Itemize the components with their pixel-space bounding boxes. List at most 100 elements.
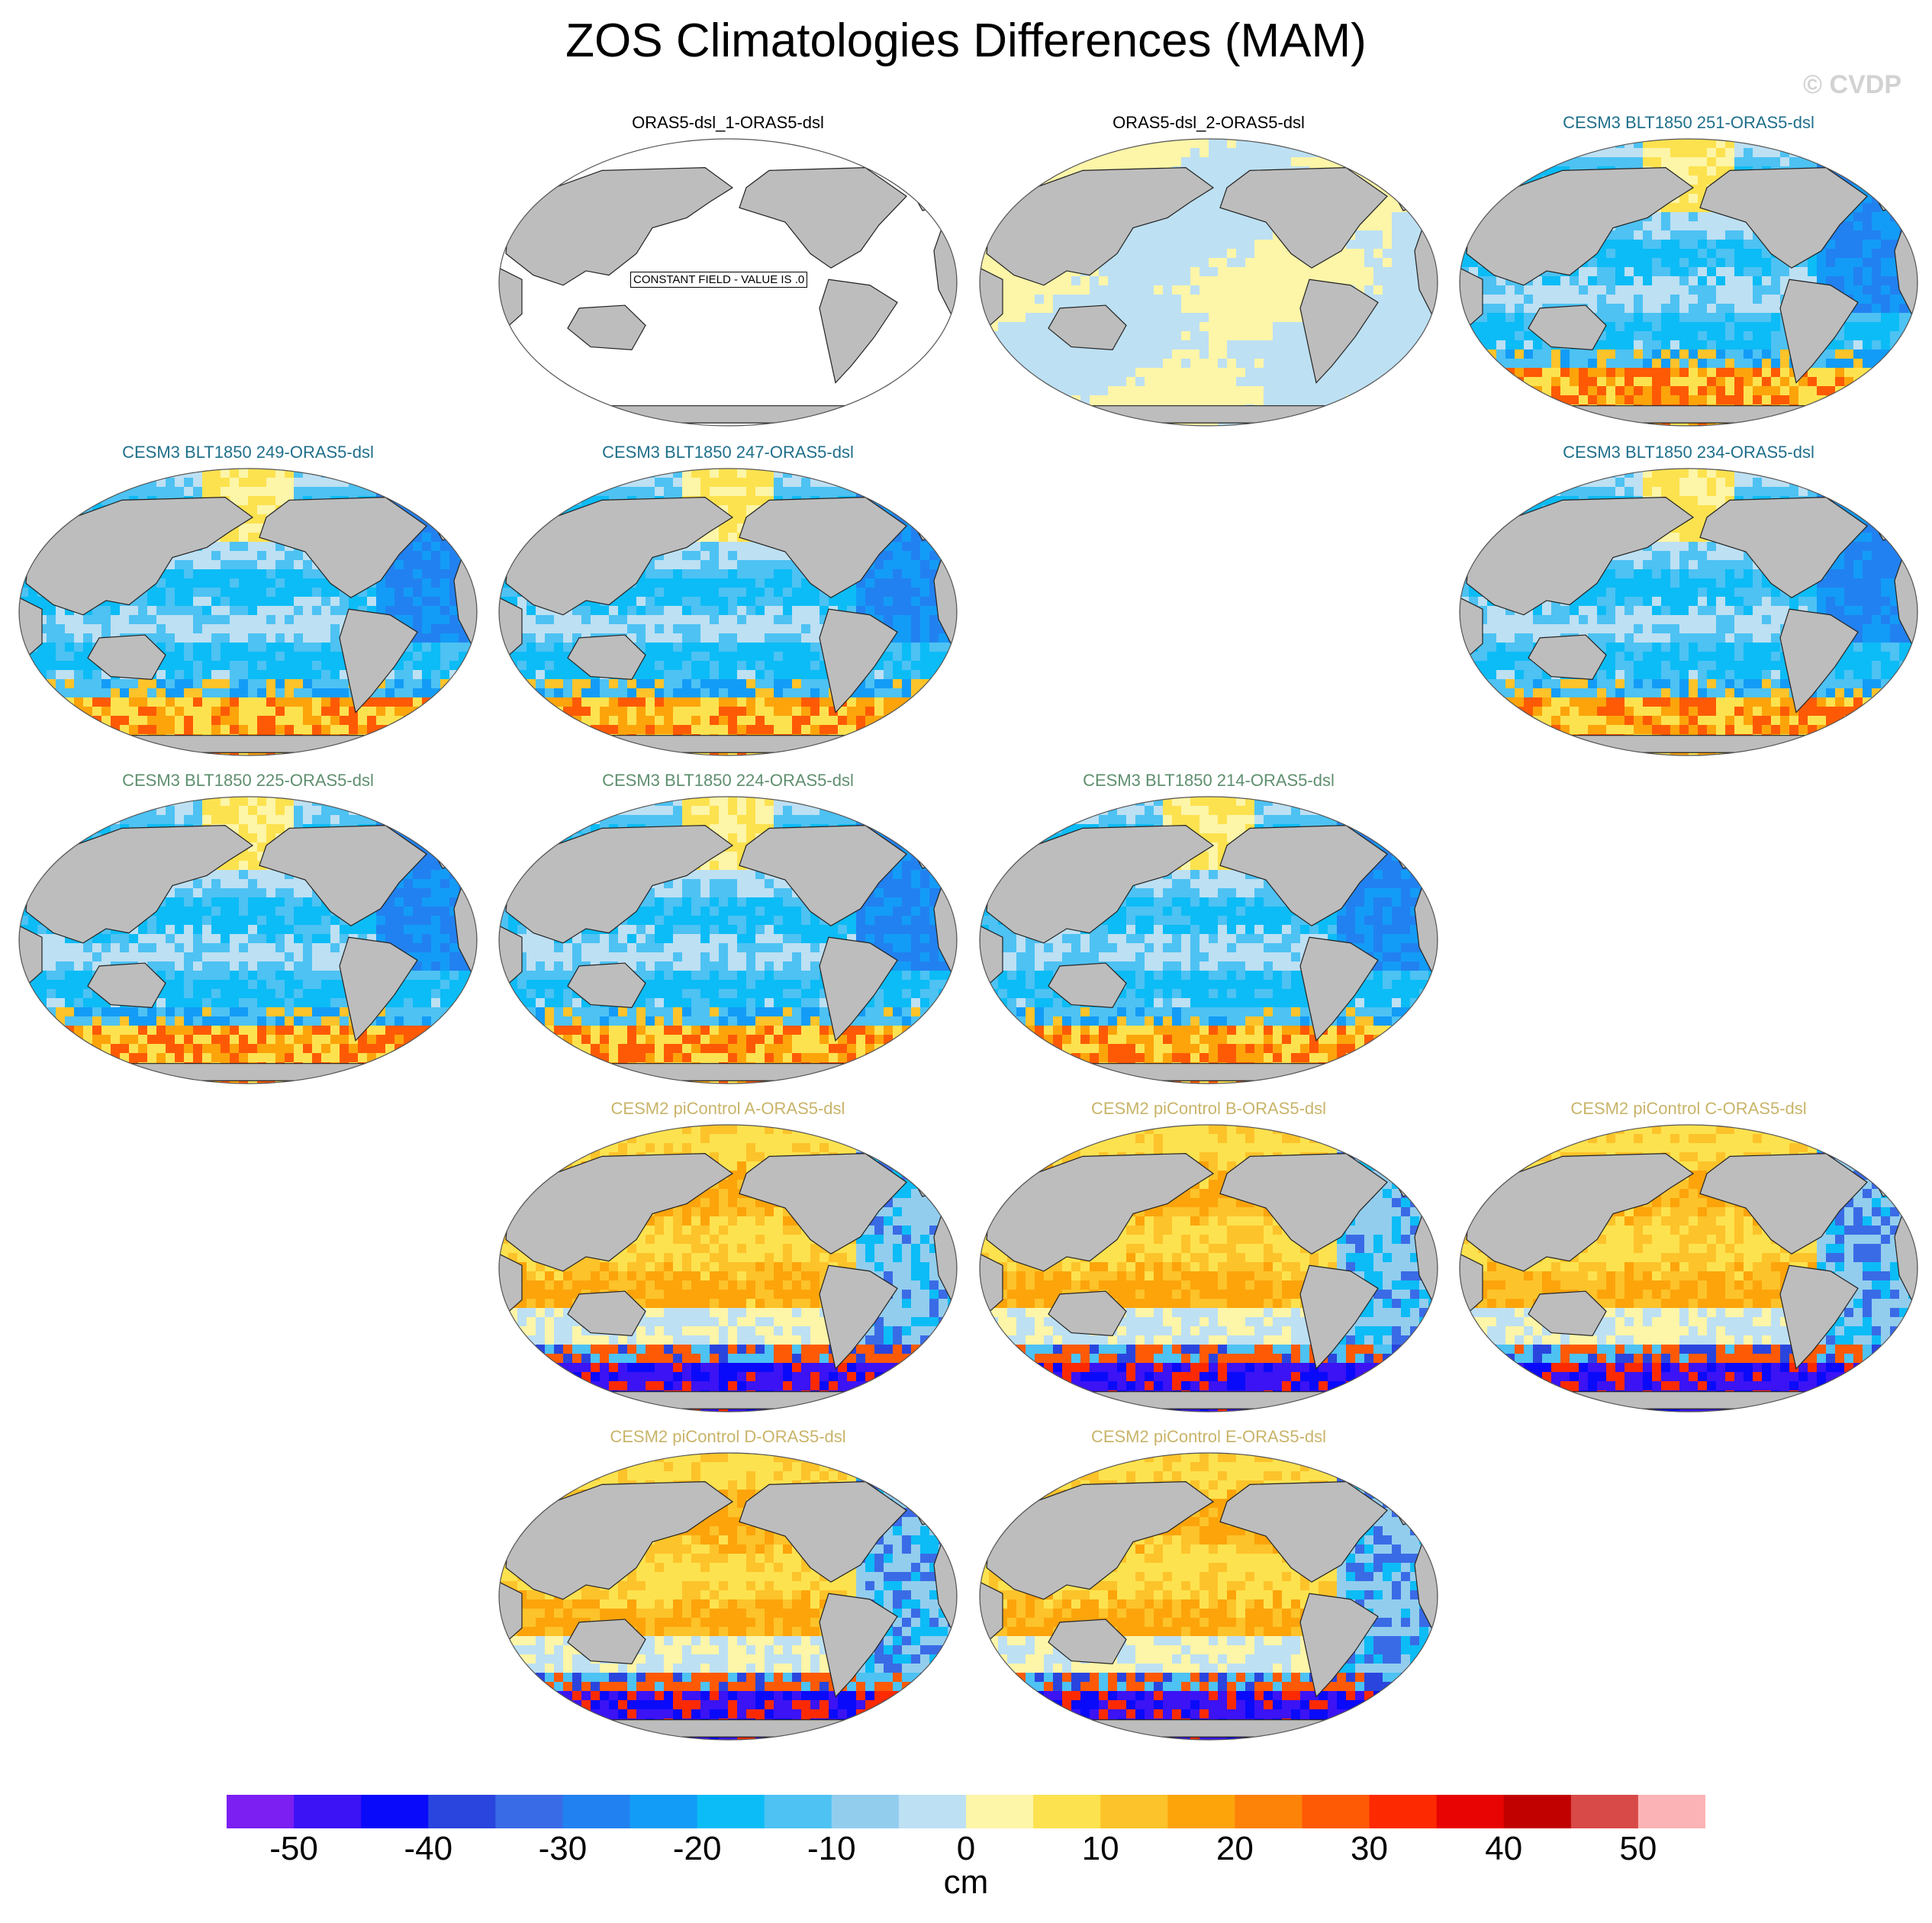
colorbar-tick-label: 0 — [957, 1830, 975, 1868]
land-mass — [1048, 1063, 1370, 1081]
land-mass — [1466, 166, 1695, 286]
panel-title: CESM3 BLT1850 234-ORAS5-dsl — [1452, 443, 1925, 462]
world-map — [498, 796, 958, 1084]
land-mass — [1699, 166, 1868, 269]
world-map — [1459, 138, 1918, 427]
land-mass — [819, 279, 898, 384]
land-mass — [986, 1480, 1215, 1600]
world-map — [1459, 1124, 1918, 1412]
constant-field-annotation: CONSTANT FIELD - VALUE IS .0 — [630, 272, 808, 288]
ocean-field — [980, 1453, 1438, 1740]
land-mass — [986, 1152, 1215, 1272]
world-map — [979, 1452, 1438, 1741]
map-panel: CESM3 BLT1850 249-ORAS5-dsl — [11, 443, 485, 763]
map-panel: ORAS5-dsl_2-ORAS5-dsl — [972, 113, 1445, 433]
land-mass — [567, 304, 646, 350]
land-mass — [1528, 1290, 1607, 1336]
colorbar-swatch — [697, 1795, 765, 1828]
land-mass — [567, 735, 889, 753]
panel-title: CESM3 BLT1850 225-ORAS5-dsl — [11, 771, 485, 791]
colorbar — [227, 1795, 1705, 1828]
world-map — [979, 1124, 1438, 1412]
land-mass — [1048, 1619, 1127, 1664]
land-mass — [1048, 1290, 1127, 1336]
ocean-field — [980, 1125, 1438, 1412]
land-mass — [739, 824, 907, 926]
world-map — [498, 468, 958, 756]
land-mass — [819, 936, 898, 1042]
colorbar-swatch — [831, 1795, 900, 1828]
map-panel: ORAS5-dsl_1-ORAS5-dsl CONSTANT FIELD - VA… — [491, 113, 964, 433]
land-mass — [986, 824, 1215, 944]
land-mass — [1048, 962, 1127, 1008]
panel-title: CESM2 piControl B-ORAS5-dsl — [972, 1099, 1445, 1119]
colorbar-tick-label: -40 — [404, 1830, 452, 1868]
land-mass — [986, 166, 1215, 286]
map-panel: CESM3 BLT1850 234-ORAS5-dsl — [1452, 443, 1925, 763]
colorbar-swatch — [1570, 1795, 1639, 1828]
world-map — [498, 1124, 958, 1412]
colorbar-swatch — [1100, 1795, 1168, 1828]
ocean-field — [19, 797, 477, 1084]
land-mass — [1299, 1264, 1379, 1370]
land-mass — [1048, 405, 1370, 424]
panel-title: CESM3 BLT1850 214-ORAS5-dsl — [972, 771, 1445, 791]
colorbar-swatch — [1167, 1795, 1235, 1828]
land-mass — [1779, 279, 1859, 384]
colorbar-tick-label: 50 — [1619, 1830, 1657, 1868]
land-mass — [819, 608, 898, 713]
colorbar-swatch — [966, 1795, 1034, 1828]
land-mass — [339, 936, 418, 1042]
land-mass — [567, 962, 646, 1008]
colorbar-swatch — [1033, 1795, 1101, 1828]
land-mass — [1048, 1719, 1370, 1738]
colorbar-swatch — [562, 1795, 631, 1828]
land-mass — [505, 824, 734, 944]
land-mass — [87, 962, 166, 1008]
land-mass — [339, 608, 418, 713]
map-panel: CESM3 BLT1850 247-ORAS5-dsl — [491, 443, 964, 763]
world-map — [18, 468, 478, 756]
colorbar-labels: -50 -40 -30 -20 -10 0 10 20 30 40 50 — [0, 1830, 1932, 1876]
map-panel: CESM2 piControl E-ORAS5-dsl — [972, 1427, 1445, 1747]
land-mass — [1528, 1391, 1850, 1409]
ocean-field — [1460, 469, 1918, 755]
colorbar-swatch — [898, 1795, 967, 1828]
colorbar-swatch — [294, 1795, 362, 1828]
land-mass — [819, 1264, 898, 1370]
panel-title: ORAS5-dsl_2-ORAS5-dsl — [972, 113, 1445, 133]
colorbar-units: cm — [0, 1863, 1932, 1902]
land-mass — [1779, 608, 1859, 713]
ocean-field — [1460, 1125, 1918, 1412]
panel-title: CESM2 piControl E-ORAS5-dsl — [972, 1427, 1445, 1447]
colorbar-tick-label: 40 — [1485, 1830, 1522, 1868]
land-mass — [819, 1593, 898, 1698]
land-mass — [259, 824, 427, 926]
colorbar-swatch — [361, 1795, 429, 1828]
land-mass — [1299, 936, 1379, 1042]
colorbar-swatch — [1503, 1795, 1572, 1828]
ocean-field — [1460, 139, 1918, 426]
land-mass — [1528, 634, 1607, 680]
land-mass — [87, 634, 166, 680]
colorbar-tick-label: -10 — [807, 1830, 856, 1868]
land-mass — [567, 1619, 646, 1664]
world-map — [498, 1452, 958, 1741]
colorbar-swatch — [1436, 1795, 1505, 1828]
copyright-watermark: © CVDP — [1803, 70, 1901, 100]
land-mass — [567, 1063, 889, 1081]
land-mass — [1466, 1152, 1695, 1272]
land-mass — [1299, 279, 1379, 384]
land-mass — [1219, 166, 1388, 269]
land-mass — [567, 1290, 646, 1336]
land-mass — [1048, 304, 1127, 350]
land-mass — [1699, 496, 1868, 598]
colorbar-swatch — [495, 1795, 563, 1828]
land-mass — [87, 735, 409, 753]
land-mass — [87, 1063, 409, 1081]
map-panel: CESM3 BLT1850 225-ORAS5-dsl — [11, 771, 485, 1091]
land-mass — [505, 166, 734, 286]
colorbar-swatch — [1302, 1795, 1370, 1828]
world-map — [18, 796, 478, 1084]
land-mass — [1528, 405, 1850, 424]
